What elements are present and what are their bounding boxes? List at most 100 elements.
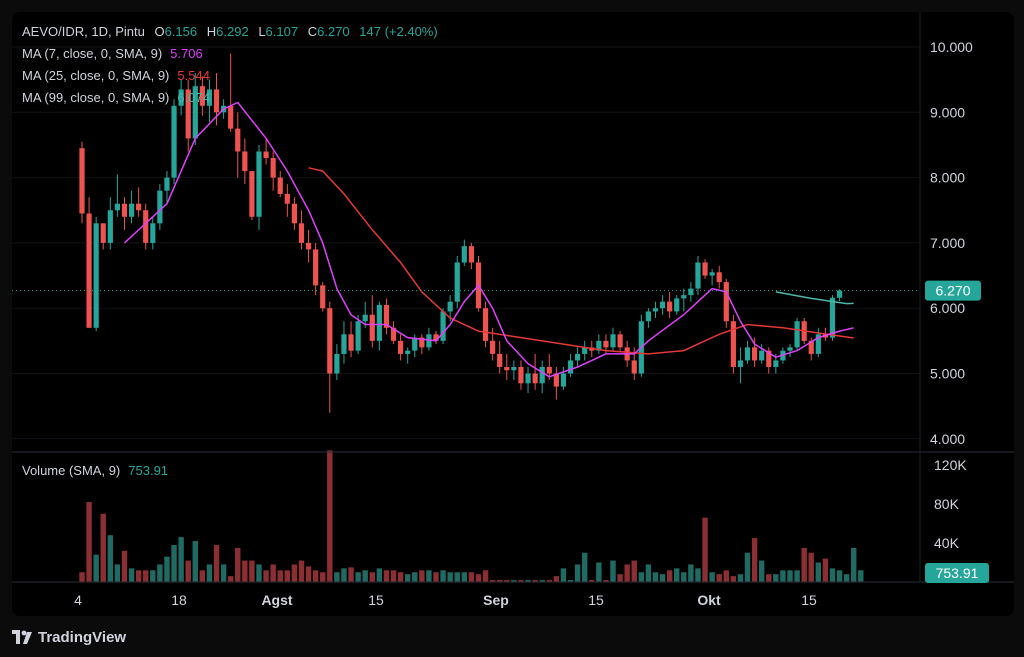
ma7-value: 5.706 (170, 46, 203, 61)
candle-body (426, 334, 432, 348)
candle-body (121, 203, 128, 217)
candle-body (497, 353, 503, 367)
time-tick-label: 15 (801, 592, 817, 608)
volume-bar (596, 562, 602, 582)
time-tick-label: Sep (483, 592, 509, 608)
candle-body (737, 360, 744, 367)
candle-body (659, 301, 666, 309)
candle-body (695, 262, 701, 289)
legend[interactable]: AEVO/IDR, 1D, Pintu O6.156 H6.292 L6.107… (22, 24, 438, 478)
candle-body (206, 89, 213, 106)
price-axis[interactable]: 10.000 9.000 8.000 7.000 6.000 5.000 4.000 (930, 39, 973, 447)
volume-bar (440, 570, 446, 582)
volume-bar (242, 560, 248, 582)
legend-ma25[interactable]: MA (25, close, 0, SMA, 9) 5.544 (22, 68, 210, 83)
candle-body (369, 314, 375, 341)
candle-body (433, 334, 439, 341)
volume-bar (489, 580, 496, 582)
candle-body (192, 86, 198, 139)
volume-bar (475, 574, 482, 582)
volume-bar (277, 570, 283, 582)
time-tick-label: 15 (368, 592, 384, 608)
candle-body (730, 321, 736, 367)
volume-bar (589, 580, 595, 582)
candle-body (362, 314, 368, 322)
candle-body (263, 151, 269, 159)
candle-body (794, 321, 800, 348)
volume-bar (348, 567, 354, 582)
candlestick-chart[interactable]: 6.270 753.91 10.000 9.000 8.000 7.000 6.000 5… (12, 12, 1014, 616)
candle-body (744, 347, 751, 361)
volume-bar (220, 564, 227, 582)
candle-body (419, 337, 425, 348)
candle-body (468, 246, 474, 263)
volume-axis[interactable]: 120K 80K 40K (934, 457, 967, 551)
tradingview-icon (12, 630, 32, 644)
volume-bar (157, 564, 163, 582)
legend-ma99[interactable]: MA (99, close, 0, SMA, 9) 6.074 (22, 90, 210, 105)
volume-bar (178, 537, 184, 582)
volume-bar (107, 535, 114, 582)
volume-bar (737, 574, 744, 582)
candle-body (79, 148, 85, 214)
candle-body (596, 340, 602, 351)
chart-panel[interactable]: 6.270 753.91 10.000 9.000 8.000 7.000 6.000 5… (12, 12, 1014, 616)
volume-bar (369, 572, 375, 582)
candle-series (79, 53, 843, 413)
volume-bar (433, 572, 439, 582)
volume-bar (298, 560, 305, 582)
candle-body (766, 350, 772, 367)
volume-bar (546, 580, 552, 582)
volume-bar (482, 570, 489, 582)
volume-bar (511, 580, 517, 582)
candle-body (100, 223, 106, 243)
volume-bar (362, 570, 368, 582)
volume-bar (560, 568, 567, 582)
volume-bar (574, 564, 581, 582)
volume-bar (822, 558, 829, 582)
candle-body (447, 301, 453, 312)
time-tick-label: 15 (588, 592, 604, 608)
volume-bar (504, 580, 510, 582)
volume-bar (114, 564, 121, 582)
candle-body (504, 366, 510, 371)
volume-tick-label: 120K (934, 457, 967, 473)
time-tick-label: 18 (171, 592, 187, 608)
volume-bar (815, 562, 822, 582)
price-tick-label: 5.000 (930, 366, 965, 382)
volume-bar (121, 550, 128, 582)
time-axis[interactable]: 4 18 Agst 15 Sep 15 Okt 15 (74, 592, 817, 608)
volume-bar (390, 570, 397, 582)
volume-bar (135, 570, 142, 582)
last-price-text: 6.270 (935, 283, 970, 299)
volume-bar (532, 580, 538, 582)
price-tick-label: 4.000 (930, 431, 965, 447)
volume-bar (192, 541, 198, 582)
volume-bar (567, 580, 574, 582)
volume-bar (355, 572, 361, 582)
grid-lines (12, 46, 920, 440)
volume-bar (327, 450, 333, 582)
candle-body (610, 334, 616, 348)
volume-bar (341, 568, 347, 582)
candle-body (398, 340, 404, 354)
volume-bar (652, 572, 659, 582)
volume-bar (709, 572, 715, 582)
volume-bar (334, 572, 340, 582)
legend-volume[interactable]: Volume (SMA, 9) 753.91 (22, 463, 168, 478)
moving-averages (123, 101, 854, 378)
last-volume-label: 753.91 (925, 563, 989, 583)
volume-bar (164, 556, 170, 582)
candle-body (185, 89, 191, 139)
tradingview-logo[interactable]: TradingView (12, 626, 126, 648)
volume-bar (794, 570, 800, 582)
volume-bar (730, 576, 737, 582)
candle-body (107, 210, 113, 243)
volume-bar (808, 552, 814, 582)
legend-ma7[interactable]: MA (7, close, 0, SMA, 9) 5.706 (22, 46, 203, 61)
volume-bar (666, 570, 673, 582)
candle-body (320, 285, 326, 309)
ma99-line (775, 291, 854, 305)
volume-bar (681, 572, 687, 582)
candle-body (525, 373, 531, 384)
